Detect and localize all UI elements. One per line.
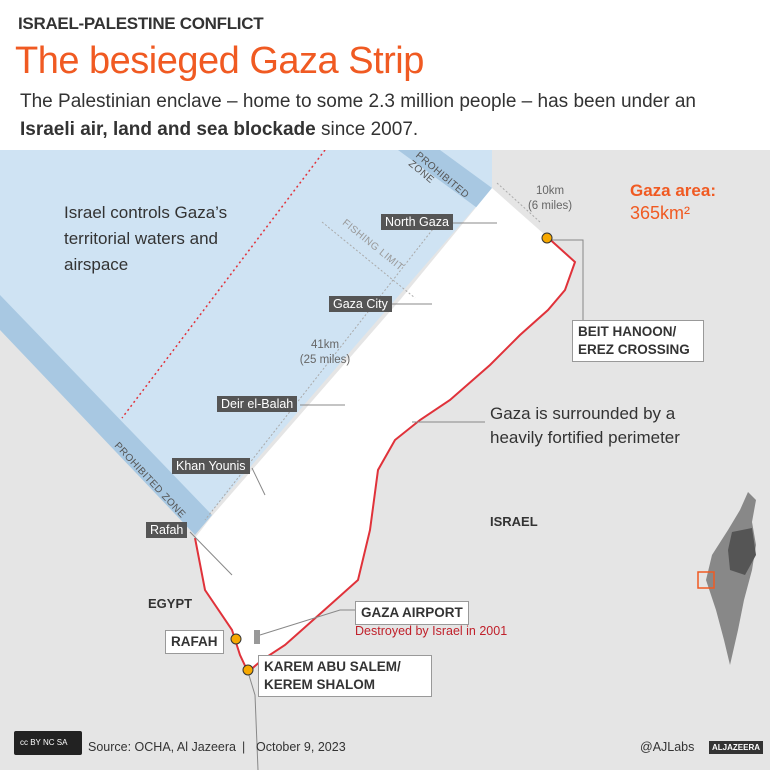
handle: @AJLabs xyxy=(640,740,695,754)
creative-commons-badge: cc BY NC SA xyxy=(14,731,82,755)
israeli-controlled-line xyxy=(121,150,326,419)
country-egypt: EGYPT xyxy=(148,596,193,611)
city-khan-younis: Khan Younis xyxy=(172,458,250,474)
city-deir-el-balah: Deir el-Balah xyxy=(217,396,298,412)
beit-hanoon-callout: BEIT HANOON/ EREZ CROSSING xyxy=(572,320,704,362)
locator-gaza-box xyxy=(697,571,715,589)
leader-line xyxy=(548,239,584,320)
date: October 9, 2023 xyxy=(256,740,346,754)
leader-line xyxy=(189,531,233,576)
license-text: cc BY NC SA xyxy=(20,738,68,747)
header: ISRAEL-PALESTINE CONFLICT The besieged G… xyxy=(0,0,770,150)
karem-crossing-marker[interactable] xyxy=(242,664,254,676)
prohibited-zone-north xyxy=(398,150,492,210)
airport-icon xyxy=(254,630,260,644)
perimeter-note: Gaza is surrounded by a heavily fortifie… xyxy=(490,404,680,447)
locator-west-bank xyxy=(728,528,756,575)
sea-note: Israel controls Gaza’s territorial water… xyxy=(64,203,228,274)
perimeter-border xyxy=(194,234,577,674)
city-north-gaza: North Gaza xyxy=(381,214,453,230)
area-value: 365km² xyxy=(630,203,691,223)
rafah-crossing-marker[interactable] xyxy=(230,633,242,645)
city-rafah: Rafah xyxy=(146,522,188,538)
leader-line xyxy=(259,609,355,636)
subtitle-end: since 2007. xyxy=(315,119,419,140)
subtitle-text: The Palestinian enclave – home to some 2… xyxy=(20,91,696,112)
karem-callout: KAREM ABU SALEM/ KEREM SHALOM xyxy=(258,655,432,697)
beit-hanoon-crossing-marker[interactable] xyxy=(541,232,553,244)
length-km: 41km xyxy=(310,339,340,351)
width-mi: (6 miles) xyxy=(527,200,573,212)
kicker: ISRAEL-PALESTINE CONFLICT xyxy=(18,14,264,33)
rafah-callout: RAFAH xyxy=(165,630,224,654)
length-mi: (25 miles) xyxy=(299,354,351,366)
gaza-strip xyxy=(195,188,575,672)
aljazeera-logo: ALJAZEERA xyxy=(709,741,764,754)
airport-callout: GAZA AIRPORT xyxy=(355,601,469,625)
city-gaza-city: Gaza City xyxy=(329,296,392,312)
airport-note: Destroyed by Israel in 2001 xyxy=(355,624,508,638)
fishing-limit-line xyxy=(321,221,416,299)
prohibited-zone-south xyxy=(0,295,212,535)
leader-line xyxy=(251,467,266,496)
source: Source: OCHA, Al Jazeera xyxy=(88,740,236,754)
subtitle: The Palestinian enclave – home to some 2… xyxy=(20,88,740,144)
area-label: Gaza area: xyxy=(630,181,716,200)
width-km: 10km xyxy=(535,185,565,197)
gaza-map xyxy=(0,150,756,770)
country-israel: ISRAEL xyxy=(490,514,538,529)
width-line xyxy=(496,182,541,223)
egypt-israel-border xyxy=(247,671,259,770)
page-title: The besieged Gaza Strip xyxy=(15,40,424,82)
separator: | xyxy=(242,740,246,754)
subtitle-bold: Israeli air, land and sea blockade xyxy=(20,119,316,140)
